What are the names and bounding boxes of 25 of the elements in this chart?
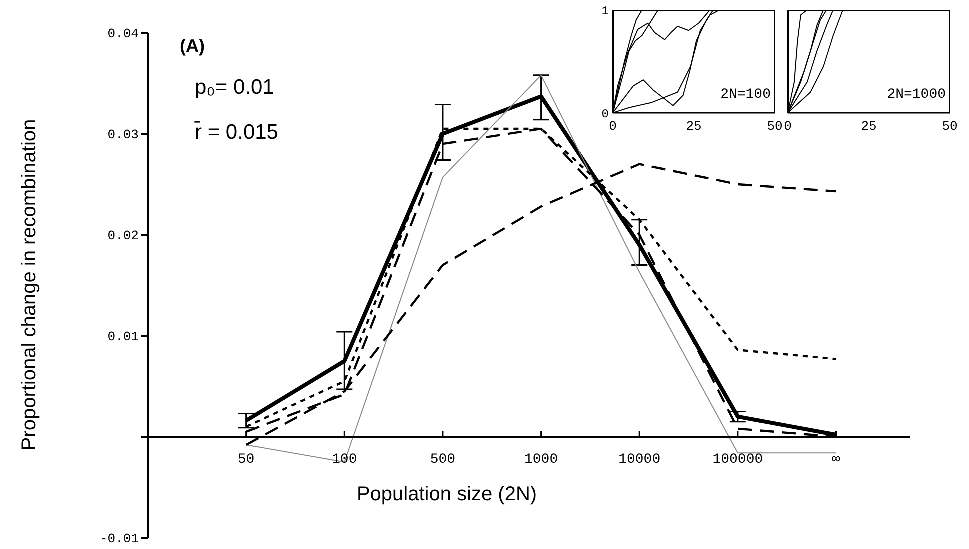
y-tick-label: 0.02 xyxy=(108,228,139,244)
y-tick-label: 0.04 xyxy=(108,26,140,42)
x-tick-label: 50 xyxy=(238,452,255,468)
y-tick-label: -0.01 xyxy=(100,532,140,547)
x-tick-label: 50 xyxy=(767,119,783,134)
y-tick-label: 0.03 xyxy=(108,128,139,143)
x-tick-label: 100000 xyxy=(712,452,764,468)
x-tick-label: 1000 xyxy=(524,452,558,468)
x-tick-label: 500 xyxy=(430,452,456,468)
annotation: 2N=100 xyxy=(720,87,771,103)
annotation: p₀= 0.01 xyxy=(195,76,274,100)
x-tick-label: ∞ xyxy=(832,452,842,468)
annotation: r̄ = 0.015 xyxy=(195,121,278,145)
x-tick-label: 25 xyxy=(686,119,702,134)
x-tick-label: 0 xyxy=(784,119,792,134)
x-tick-label: 10000 xyxy=(618,452,661,468)
x-tick-label: 25 xyxy=(861,119,877,134)
annotation: 2N=1000 xyxy=(887,87,946,103)
x-axis-title: Population size (2N) xyxy=(356,484,538,506)
x-tick-label: 100 xyxy=(332,452,358,468)
x-tick-label: 50 xyxy=(942,119,958,134)
y-tick-label: 1 xyxy=(602,4,609,18)
annotation: (A) xyxy=(180,36,205,57)
y-tick-label: 0.01 xyxy=(108,330,140,345)
y-axis-title: Proportional change in recombination xyxy=(18,119,42,451)
